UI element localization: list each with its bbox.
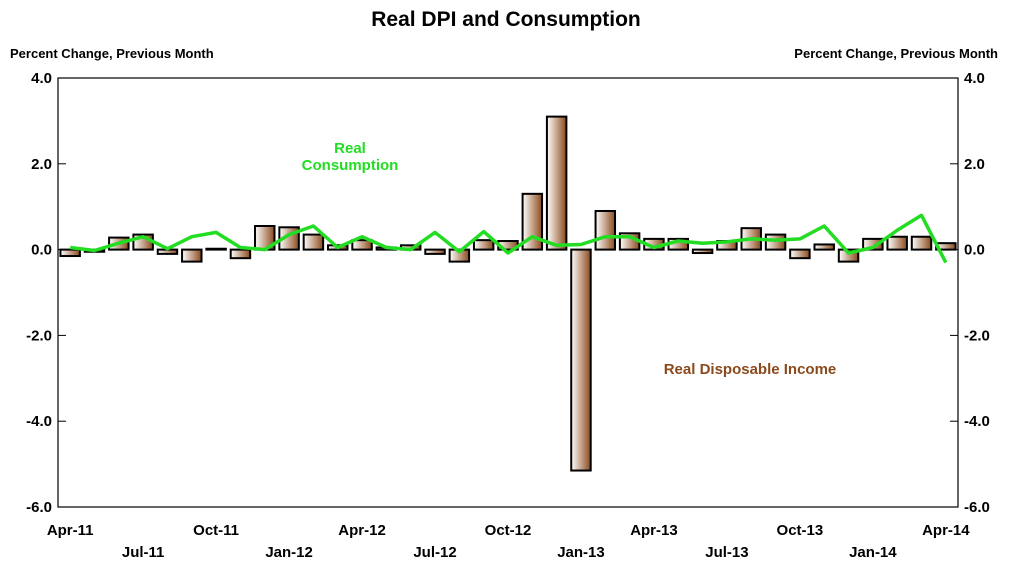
y2-tick-label: 4.0 xyxy=(964,70,985,87)
y-tick-label: -2.0 xyxy=(26,327,52,344)
y2-axis-label: Percent Change, Previous Month xyxy=(794,46,998,61)
bar xyxy=(521,192,544,251)
x-tick-label: Jul-12 xyxy=(413,544,456,561)
y-tick-label: 0.0 xyxy=(31,242,52,259)
y-axis-label: Percent Change, Previous Month xyxy=(10,46,214,61)
y2-tick-label: -2.0 xyxy=(964,327,990,344)
series-label: Real Disposable Income xyxy=(663,361,837,378)
bar xyxy=(424,248,446,255)
x-tick-label: Oct-11 xyxy=(193,522,239,539)
bar xyxy=(594,209,617,251)
y-tick-label: -4.0 xyxy=(26,413,52,430)
x-tick-label: Jan-14 xyxy=(849,544,897,561)
bar xyxy=(229,248,252,260)
bar xyxy=(351,239,373,251)
plot-frame xyxy=(57,77,959,508)
chart-title: Real DPI and Consumption xyxy=(371,8,641,31)
bar xyxy=(764,233,787,251)
line xyxy=(69,213,948,264)
bar xyxy=(472,239,495,251)
x-tick-label: Jul-11 xyxy=(122,544,165,561)
series-label: Real Consumption xyxy=(301,140,399,174)
x-tick-label: Oct-13 xyxy=(777,522,824,539)
bar xyxy=(862,237,884,251)
bar xyxy=(181,248,203,263)
bar xyxy=(691,248,714,255)
x-tick-label: Jul-13 xyxy=(705,544,748,561)
x-tick-label: Apr-14 xyxy=(922,522,970,539)
x-tick-label: Apr-12 xyxy=(338,522,386,539)
bar xyxy=(570,248,592,472)
x-tick-label: Jan-13 xyxy=(557,544,605,561)
bar xyxy=(886,235,908,251)
bar xyxy=(813,243,835,251)
x-tick-label: Oct-12 xyxy=(485,522,532,539)
x-tick-label: Apr-11 xyxy=(47,522,94,539)
bar xyxy=(789,248,811,260)
x-tick-label: Jan-12 xyxy=(265,544,313,561)
bar xyxy=(59,248,81,258)
bar xyxy=(910,235,933,251)
y2-tick-label: -4.0 xyxy=(964,413,990,430)
bar xyxy=(302,233,325,251)
y-tick-label: 2.0 xyxy=(31,156,52,173)
y-tick-label: 4.0 xyxy=(31,70,52,87)
y2-tick-label: -6.0 xyxy=(964,499,990,516)
y2-tick-label: 2.0 xyxy=(964,156,985,173)
y2-tick-label: 0.0 xyxy=(964,242,985,259)
bar xyxy=(205,247,227,251)
y-tick-label: -6.0 xyxy=(26,499,52,516)
x-tick-label: Apr-13 xyxy=(630,522,678,539)
bar xyxy=(545,115,568,251)
